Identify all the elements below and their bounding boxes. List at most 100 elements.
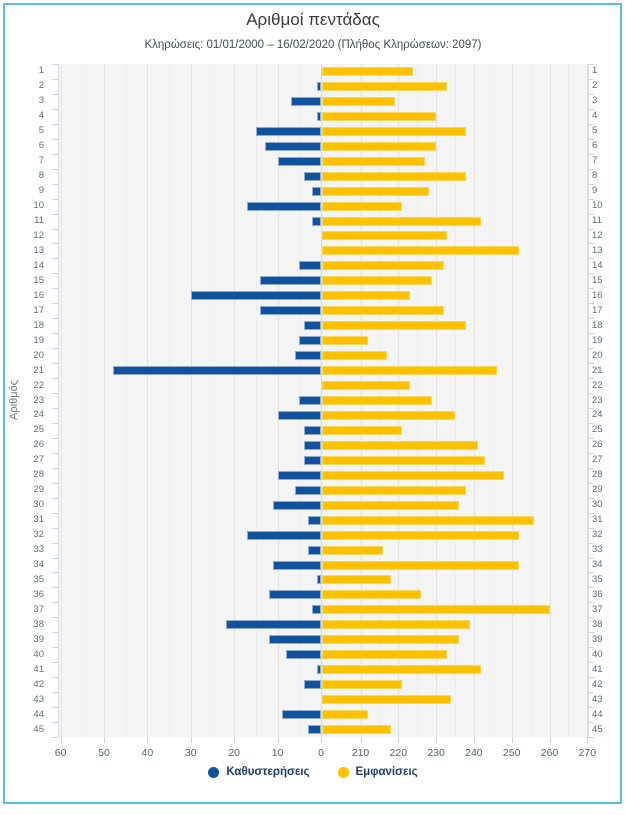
appearances-bar-36[interactable] [322,590,421,600]
x-axis-tick [147,737,149,743]
appearances-bar-20[interactable] [322,351,387,361]
delay-bar-40[interactable] [286,650,321,660]
legend-item-appearances[interactable]: Εμφανίσεις [337,766,418,778]
delay-bar-16[interactable] [190,291,321,301]
delay-bar-14[interactable] [299,261,321,271]
delay-bar-11[interactable] [312,216,321,226]
delay-bar-34[interactable] [273,560,321,570]
y-axis-tick [588,348,594,350]
delay-bar-4[interactable] [316,111,321,121]
y-axis-tick [588,213,594,215]
appearances-bar-10[interactable] [322,201,403,211]
delay-bar-26[interactable] [303,440,321,450]
appearances-bar-26[interactable] [322,440,478,450]
x-axis-tick [234,737,236,743]
delay-bar-38[interactable] [225,620,321,630]
appearances-bar-38[interactable] [322,620,471,630]
delay-bar-41[interactable] [316,665,321,675]
delay-bar-30[interactable] [273,500,321,510]
delay-bar-24[interactable] [277,410,321,420]
appearances-bar-8[interactable] [322,171,467,181]
appearances-bar-13[interactable] [322,246,520,256]
legend-item-delays[interactable]: Καθυστερήσεις [208,766,310,778]
delay-bar-32[interactable] [247,530,321,540]
appearances-bar-22[interactable] [322,381,410,391]
delay-bar-9[interactable] [312,186,321,196]
delay-bar-33[interactable] [307,545,321,555]
delay-bar-25[interactable] [303,425,321,435]
appearances-bar-21[interactable] [322,366,497,376]
appearances-bar-39[interactable] [322,635,459,645]
appearances-bar-11[interactable] [322,216,482,226]
delay-bar-37[interactable] [312,605,321,615]
delay-bar-44[interactable] [281,710,321,720]
appearances-bar-7[interactable] [322,156,425,166]
appearances-bar-44[interactable] [322,710,369,720]
appearances-bar-1[interactable] [322,66,414,76]
delay-bar-15[interactable] [260,276,321,286]
appearances-bar-37[interactable] [322,605,550,615]
appearances-bar-3[interactable] [322,96,395,106]
y-axis-label-left: 27 [33,454,44,466]
appearances-bar-42[interactable] [322,680,403,690]
appearances-bar-2[interactable] [322,81,448,91]
delay-bar-20[interactable] [294,351,321,361]
appearances-bar-24[interactable] [322,410,455,420]
y-axis-label-right: 24 [592,409,603,421]
delay-bar-3[interactable] [290,96,321,106]
appearances-bar-40[interactable] [322,650,448,660]
delay-bar-42[interactable] [303,680,321,690]
y-axis-label-left: 15 [33,274,44,286]
appearances-bar-33[interactable] [322,545,384,555]
appearances-bar-45[interactable] [322,725,391,735]
delay-bar-21[interactable] [112,366,321,376]
delay-bar-10[interactable] [247,201,321,211]
appearances-bar-27[interactable] [322,455,486,465]
appearances-bar-6[interactable] [322,141,437,151]
delay-bar-8[interactable] [303,171,321,181]
delay-bar-29[interactable] [294,485,321,495]
delay-bar-36[interactable] [268,590,321,600]
appearances-legend-dot-icon [337,766,349,778]
appearances-bar-41[interactable] [322,665,482,675]
delay-bar-31[interactable] [307,515,321,525]
delay-bar-2[interactable] [316,81,321,91]
delay-bar-35[interactable] [316,575,321,585]
appearances-bar-14[interactable] [322,261,444,271]
y-axis-tick [588,422,594,424]
delay-bar-19[interactable] [299,336,321,346]
delay-bar-39[interactable] [268,635,321,645]
appearances-bar-34[interactable] [322,560,520,570]
appearances-bar-15[interactable] [322,276,433,286]
gridline [60,64,62,737]
appearances-bar-18[interactable] [322,321,467,331]
delay-bar-18[interactable] [303,321,321,331]
x-axis-label: 60 [54,747,67,759]
appearances-bar-30[interactable] [322,500,459,510]
appearances-bar-12[interactable] [322,231,448,241]
y-axis-label-right: 23 [592,394,603,406]
appearances-bar-29[interactable] [322,485,467,495]
delay-bar-17[interactable] [260,306,321,316]
appearances-bar-5[interactable] [322,126,467,136]
delay-bar-7[interactable] [277,156,321,166]
delay-bar-6[interactable] [264,141,321,151]
appearances-bar-16[interactable] [322,291,410,301]
appearances-bar-28[interactable] [322,470,505,480]
appearances-bar-43[interactable] [322,695,452,705]
appearances-bar-19[interactable] [322,336,369,346]
appearances-bar-32[interactable] [322,530,520,540]
appearances-bar-17[interactable] [322,306,444,316]
delay-bar-45[interactable] [307,725,321,735]
delay-bar-5[interactable] [255,126,321,136]
delay-bar-28[interactable] [277,470,321,480]
appearances-bar-9[interactable] [322,186,429,196]
delay-bar-27[interactable] [303,455,321,465]
appearances-bar-35[interactable] [322,575,391,585]
appearances-bar-31[interactable] [322,515,535,525]
appearances-bar-23[interactable] [322,396,433,405]
y-axis-tick [52,542,58,544]
appearances-bar-4[interactable] [322,111,437,121]
delay-bar-23[interactable] [299,396,321,405]
appearances-bar-25[interactable] [322,425,403,435]
